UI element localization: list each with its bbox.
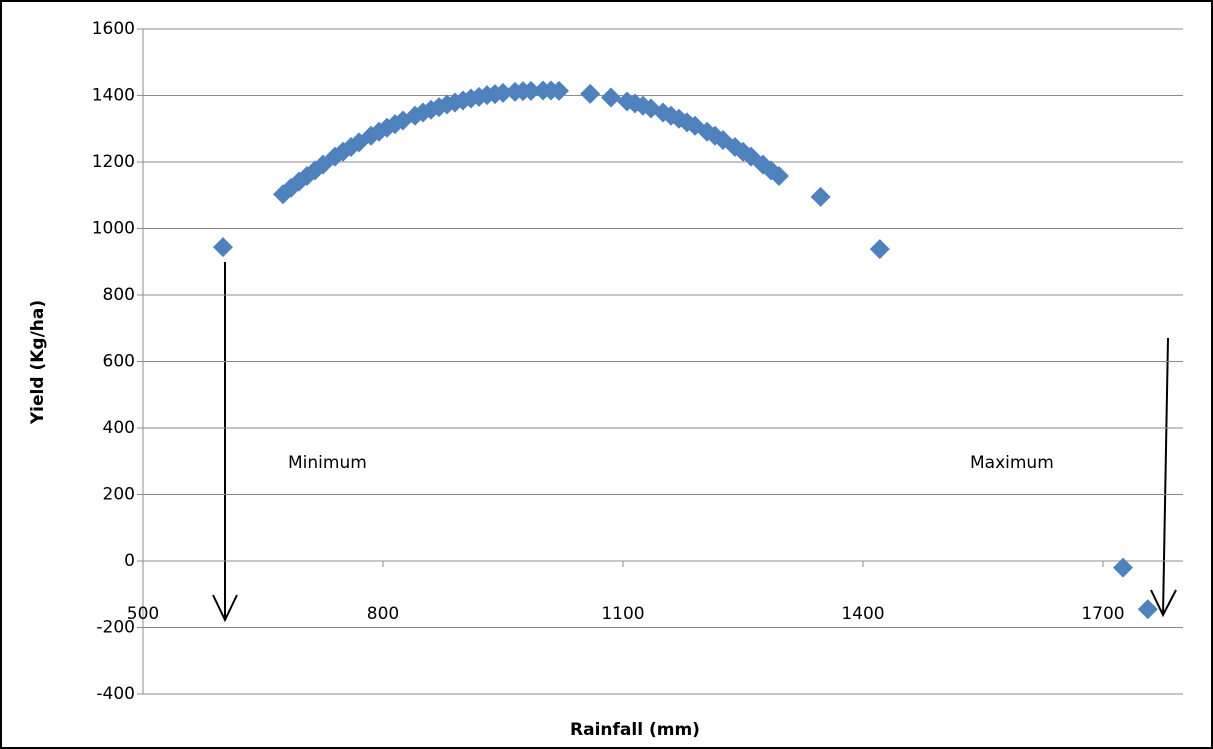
point <box>685 115 705 136</box>
point <box>1137 599 1158 620</box>
y-tick-label: 800 <box>103 285 135 305</box>
annotation: Minimum <box>288 453 367 473</box>
x-axis-title: Rainfall (mm) <box>570 720 700 740</box>
y-tick-label: 1200 <box>92 152 135 172</box>
point <box>521 80 541 101</box>
y-tick-label: 200 <box>103 485 135 505</box>
y-tick-label: 400 <box>103 418 135 438</box>
y-tick-label: 1400 <box>92 86 135 106</box>
point <box>580 83 601 104</box>
point <box>869 239 890 260</box>
x-tick-label: 1400 <box>841 604 884 624</box>
y-tick-label: -200 <box>96 618 135 638</box>
point <box>601 87 621 108</box>
x-tick-label: 800 <box>367 604 399 624</box>
x-tick-label: 1100 <box>601 604 644 624</box>
annotation: Maximum <box>970 453 1054 473</box>
x-tick-label: 1700 <box>1081 604 1124 624</box>
point <box>549 80 569 101</box>
point <box>493 82 513 103</box>
point <box>810 186 831 207</box>
y-axis-title: Yield (Kg/ha) <box>28 300 48 425</box>
y-tick-label: 600 <box>103 352 135 372</box>
y-tick-label: 0 <box>124 551 135 571</box>
y-tick-label: -400 <box>96 684 135 704</box>
point <box>1113 557 1133 578</box>
y-tick-label: 1600 <box>92 19 135 39</box>
arrow <box>212 262 238 623</box>
y-tick-label: 1000 <box>92 219 135 239</box>
point <box>769 165 789 186</box>
arrow <box>1150 337 1177 618</box>
x-tick-label: 500 <box>127 604 159 624</box>
point <box>213 237 233 258</box>
